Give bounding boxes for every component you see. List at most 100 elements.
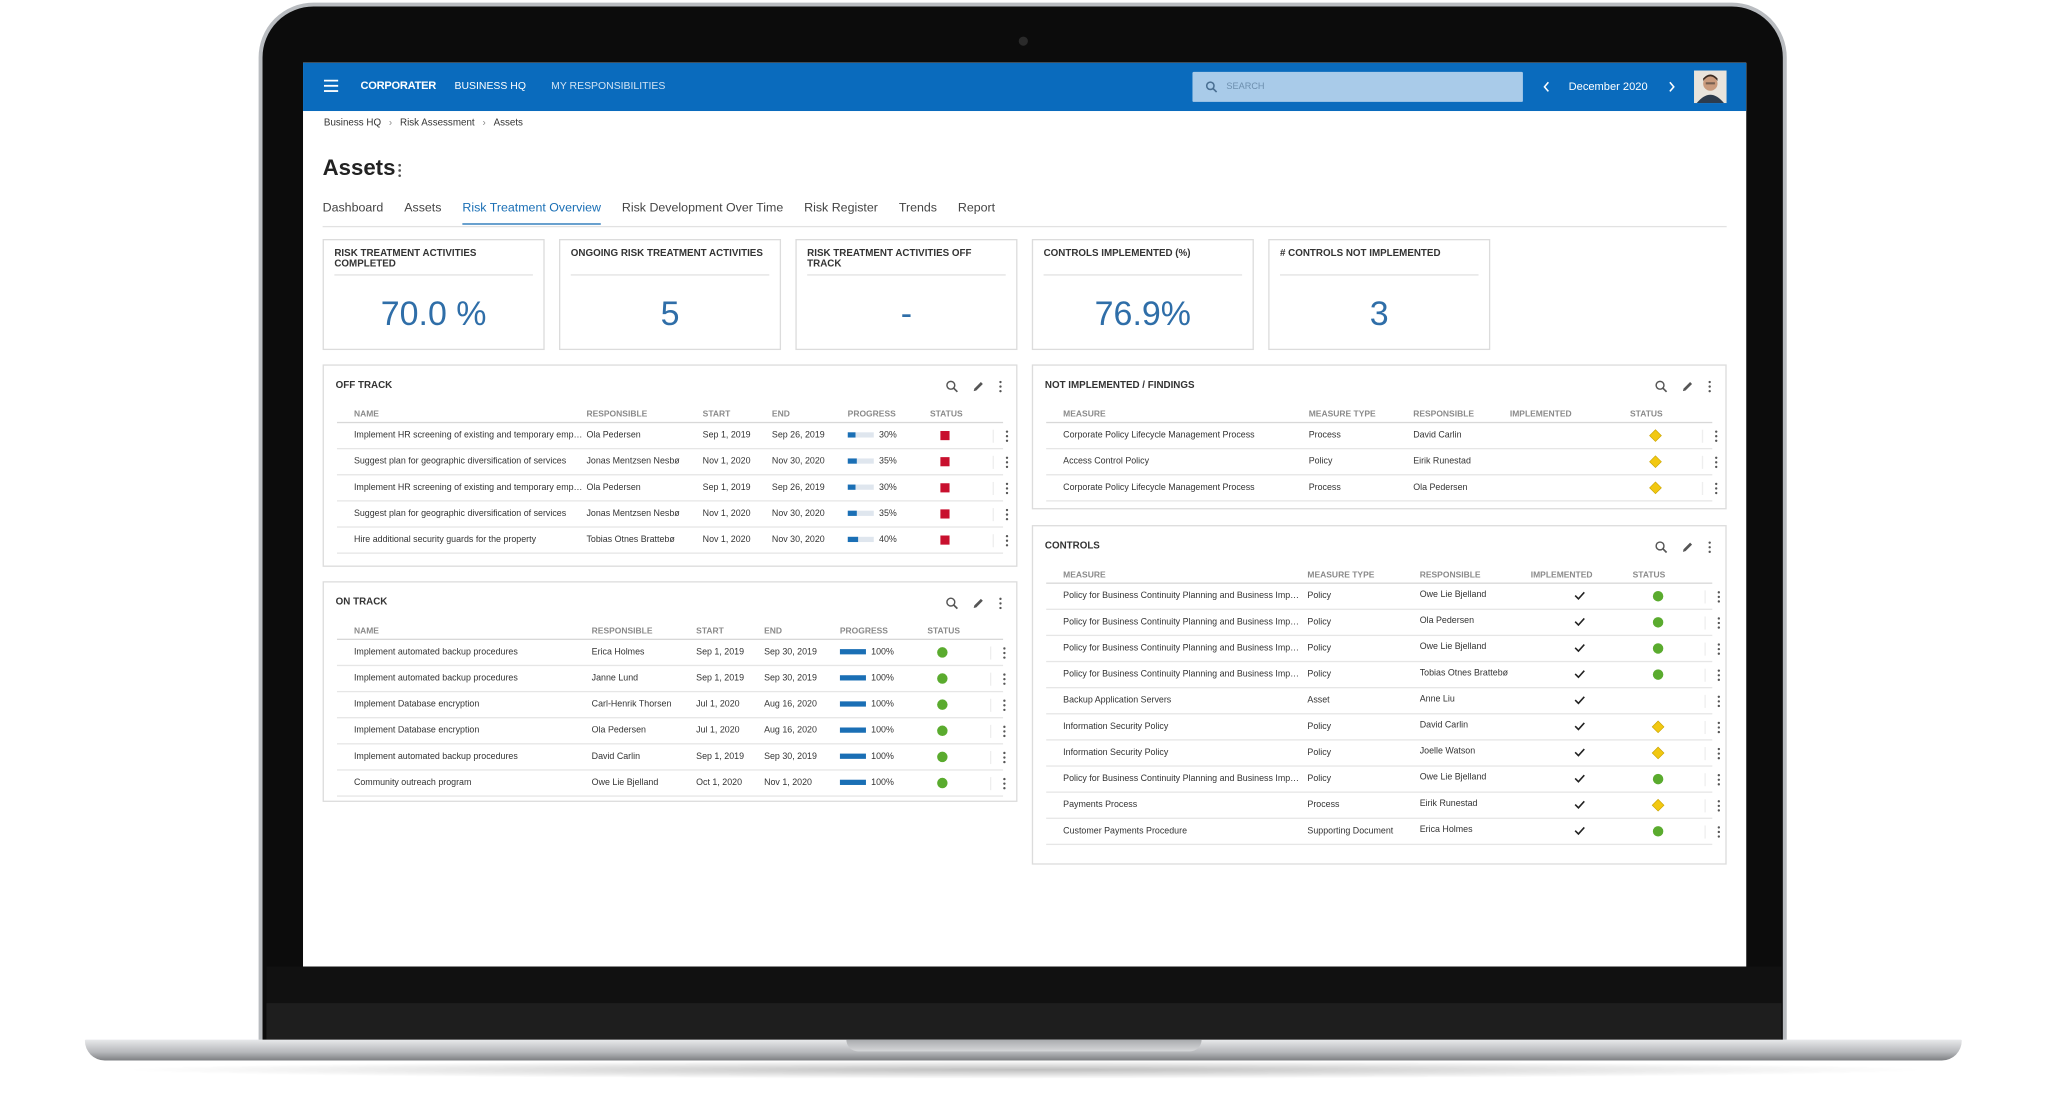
search-box[interactable]: SEARCH (1192, 71, 1523, 102)
row-menu[interactable] (990, 776, 1008, 790)
status-cell (930, 481, 993, 495)
panel-tools (1655, 537, 1712, 561)
progress-label: 100% (871, 647, 894, 657)
row-menu[interactable] (990, 671, 1008, 686)
table-cell: Nov 30, 2020 (771, 509, 825, 519)
column-header: STATUS (927, 626, 961, 636)
more-icon (1003, 777, 1006, 789)
search-button[interactable] (1655, 380, 1668, 393)
tab[interactable]: Risk Development Over Time (621, 201, 784, 216)
row-menu[interactable] (990, 645, 1008, 659)
status-cell (1633, 589, 1705, 603)
progress-bar (847, 484, 856, 491)
more-button[interactable] (998, 380, 1003, 393)
breadcrumb-link[interactable]: Risk Assessment (400, 116, 475, 128)
row-menu[interactable] (990, 724, 1008, 738)
kpi-card: CONTROLS IMPLEMENTED (%) 76.9% (1031, 239, 1254, 351)
table-cell: Policy for Business Continuity Planning … (1063, 591, 1307, 601)
logo[interactable]: CORPORATER (360, 78, 437, 92)
row-menu[interactable] (1701, 481, 1720, 495)
search-button[interactable] (946, 380, 959, 393)
kpi-value: 70.0 % (380, 293, 487, 334)
more-icon (1717, 590, 1721, 602)
table-row: Implement HR screening of existing and t… (336, 423, 1009, 450)
kpi-title: RISK TREATMENT ACTIVITIES COMPLETED (334, 246, 477, 270)
progress-track (839, 675, 866, 681)
table-cell: Sep 30, 2019 (764, 752, 817, 762)
row-menu[interactable] (1704, 694, 1722, 708)
more-icon (1003, 646, 1006, 659)
row-menu[interactable] (992, 481, 1011, 495)
next-period[interactable] (1668, 81, 1676, 93)
row-menu[interactable] (1704, 589, 1722, 603)
row-menu[interactable] (992, 533, 1011, 547)
divider (1279, 274, 1479, 276)
row-menu[interactable] (1704, 824, 1722, 838)
more-button[interactable] (998, 597, 1003, 610)
row-menu[interactable] (1701, 429, 1720, 443)
tab[interactable]: Trends (898, 201, 937, 216)
row-menu[interactable] (990, 750, 1008, 764)
table-cell: Janne Lund (591, 673, 639, 684)
progress-cell: 30% (847, 483, 930, 492)
more-icon (1715, 455, 1718, 468)
table-row: Suggest plan for geographic diversificat… (336, 502, 1009, 528)
prev-period[interactable] (1543, 81, 1551, 93)
row-menu[interactable] (992, 507, 1011, 521)
menu-button[interactable] (323, 79, 339, 93)
nav-link[interactable]: MY RESPONSIBILITIES (551, 79, 666, 92)
kpi-card: RISK TREATMENT ACTIVITIES COMPLETED 70.0 … (322, 239, 545, 351)
avatar[interactable] (1694, 70, 1727, 104)
row-menu[interactable] (990, 698, 1008, 712)
tab[interactable]: Risk Register (804, 201, 878, 216)
period[interactable]: December 2020 (1568, 79, 1648, 93)
edit-button[interactable] (972, 597, 985, 610)
row-menu[interactable] (1704, 668, 1722, 682)
tab[interactable]: Dashboard (322, 201, 384, 216)
search-button[interactable] (946, 597, 959, 610)
bezel (266, 1003, 1782, 1040)
edit-button[interactable] (1681, 541, 1694, 554)
status-cell (1630, 481, 1702, 495)
table-cell: Owe Lie Bjelland (1419, 590, 1487, 600)
progress-cell: 100% (839, 778, 928, 788)
breadcrumb-link[interactable]: Business HQ (323, 116, 382, 128)
row-menu[interactable] (1701, 455, 1720, 469)
status-cell (930, 428, 993, 442)
table-cell: Implement Database encryption (353, 700, 480, 710)
row-menu[interactable] (1704, 746, 1722, 760)
edit-button[interactable] (972, 380, 985, 393)
nav-link[interactable]: BUSINESS HQ (454, 79, 526, 92)
tab[interactable]: Report (957, 201, 996, 216)
more-icon (1003, 751, 1006, 763)
tab[interactable]: Assets (404, 201, 442, 216)
row-menu[interactable] (1704, 798, 1722, 812)
table-row: Information Security Policy Policy David C… (1046, 714, 1721, 741)
status-icon (1649, 455, 1662, 469)
more-icon (1003, 725, 1006, 737)
row-menu[interactable] (1704, 720, 1722, 734)
search-button[interactable] (1655, 541, 1668, 554)
row-menu[interactable] (992, 429, 1011, 443)
progress-bar (847, 458, 857, 464)
more-button[interactable] (1707, 541, 1712, 554)
more-icon (1717, 642, 1721, 655)
table-cell: Erica Holmes (1419, 825, 1473, 835)
row-menu[interactable] (1704, 772, 1722, 786)
screen: CORPORATER BUSINESS HQ MY RESPONSIBILITI… (303, 62, 1747, 967)
row-menu[interactable] (1704, 641, 1722, 656)
table-cell: Policy (1307, 774, 1332, 784)
check-icon (1574, 800, 1585, 809)
more-icon (1715, 429, 1718, 442)
progress-track (847, 458, 874, 464)
row-menu[interactable] (1704, 615, 1722, 629)
tab[interactable]: Risk Treatment Overview (462, 201, 601, 225)
title-menu[interactable] (397, 163, 402, 177)
edit-button[interactable] (1681, 380, 1694, 393)
row-menu[interactable] (992, 455, 1011, 469)
more-button[interactable] (1707, 380, 1712, 393)
top-bar: CORPORATER BUSINESS HQ MY RESPONSIBILITI… (303, 62, 1747, 112)
table-cell: Access Control Policy (1063, 457, 1150, 467)
table-cell: Aug 16, 2020 (764, 726, 817, 736)
search-icon (1205, 81, 1218, 93)
